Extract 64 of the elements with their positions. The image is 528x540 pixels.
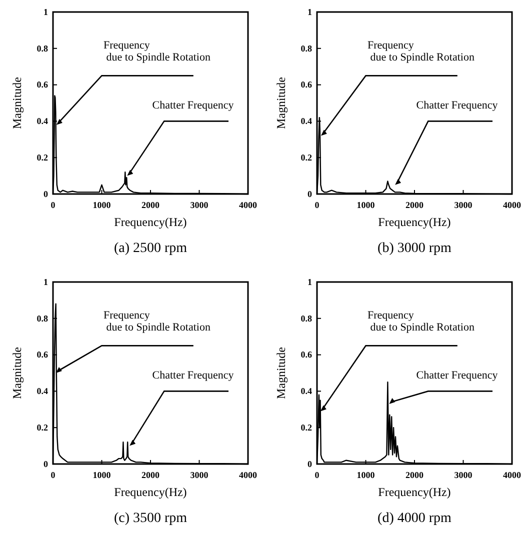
annotation: Chatter Frequency bbox=[416, 369, 498, 382]
y-tick-label: 0.6 bbox=[300, 80, 312, 90]
annotation: Frequency due to Spindle Rotation bbox=[104, 309, 211, 334]
x-tick-label: 3000 bbox=[454, 470, 473, 480]
annotation: Frequency due to Spindle Rotation bbox=[368, 39, 475, 64]
y-tick-label: 0.2 bbox=[36, 422, 48, 432]
y-tick-label: 1 bbox=[44, 6, 48, 17]
x-tick-label: 1000 bbox=[356, 470, 376, 480]
y-tick-label: 0 bbox=[44, 188, 48, 199]
x-tick-label: 1000 bbox=[92, 470, 112, 480]
y-tick-label: 0.8 bbox=[36, 313, 48, 324]
text: (d) 4000 rpm bbox=[378, 511, 452, 526]
x-tick-label: 4000 bbox=[239, 470, 258, 480]
y-axis-title: Magnitude bbox=[274, 77, 288, 129]
y-tick-label: 0.8 bbox=[36, 43, 48, 54]
y-tick-label: 0.4 bbox=[300, 116, 312, 126]
y-tick-label: 1 bbox=[308, 276, 312, 287]
annotation: Frequency due to Spindle Rotation bbox=[368, 309, 475, 334]
x-tick-label: 3000 bbox=[190, 200, 209, 210]
x-tick-label: 4000 bbox=[503, 200, 522, 210]
x-tick-label: 0 bbox=[314, 200, 320, 210]
y-tick-label: 1 bbox=[44, 276, 48, 287]
x-tick-label: 4000 bbox=[503, 470, 522, 480]
x-tick-label: 3000 bbox=[454, 200, 473, 210]
x-tick-label: 2000 bbox=[406, 200, 424, 210]
text: (b) 3000 rpm bbox=[378, 241, 452, 256]
y-axis-title: Magnitude bbox=[274, 347, 288, 399]
y-tick-label: 0.4 bbox=[36, 116, 48, 126]
y-tick-label: 0.4 bbox=[36, 386, 48, 396]
x-axis-title: Frequency(Hz) bbox=[114, 485, 187, 499]
annotation: Chatter Frequency bbox=[152, 369, 234, 382]
y-tick-label: 0.8 bbox=[300, 43, 312, 54]
x-tick-label: 2000 bbox=[142, 200, 160, 210]
x-axis-title: Frequency(Hz) bbox=[378, 215, 451, 229]
y-tick-label: 0.2 bbox=[36, 152, 48, 162]
y-tick-label: 0 bbox=[308, 188, 312, 199]
x-tick-label: 0 bbox=[314, 470, 320, 480]
x-tick-label: 0 bbox=[50, 470, 56, 480]
x-tick-label: 2000 bbox=[406, 470, 424, 480]
x-axis-title: Frequency(Hz) bbox=[378, 485, 451, 499]
y-tick-label: 0.2 bbox=[300, 152, 312, 162]
y-axis-title: Magnitude bbox=[10, 347, 24, 399]
y-tick-label: 0.6 bbox=[36, 350, 48, 360]
x-tick-label: 4000 bbox=[239, 200, 258, 210]
y-tick-label: 0 bbox=[44, 458, 48, 469]
x-tick-label: 3000 bbox=[190, 470, 209, 480]
y-tick-label: 0.2 bbox=[300, 422, 312, 432]
x-tick-label: 2000 bbox=[142, 470, 160, 480]
text: (c) 3500 rpm bbox=[114, 511, 188, 526]
x-tick-label: 1000 bbox=[92, 200, 112, 210]
y-tick-label: 0.6 bbox=[300, 350, 312, 360]
y-tick-label: 0 bbox=[308, 458, 312, 469]
text: (a) 2500 rpm bbox=[114, 241, 188, 256]
x-tick-label: 0 bbox=[50, 200, 56, 210]
annotation: Frequency due to Spindle Rotation bbox=[104, 39, 211, 64]
y-tick-label: 0.4 bbox=[300, 386, 312, 396]
x-axis-title: Frequency(Hz) bbox=[114, 215, 187, 229]
y-tick-label: 1 bbox=[308, 6, 312, 17]
y-axis-title: Magnitude bbox=[10, 77, 24, 129]
y-tick-label: 0.6 bbox=[36, 80, 48, 90]
x-tick-label: 1000 bbox=[356, 200, 376, 210]
y-tick-label: 0.8 bbox=[300, 313, 312, 324]
annotation: Chatter Frequency bbox=[416, 99, 498, 112]
annotation: Chatter Frequency bbox=[152, 99, 234, 112]
